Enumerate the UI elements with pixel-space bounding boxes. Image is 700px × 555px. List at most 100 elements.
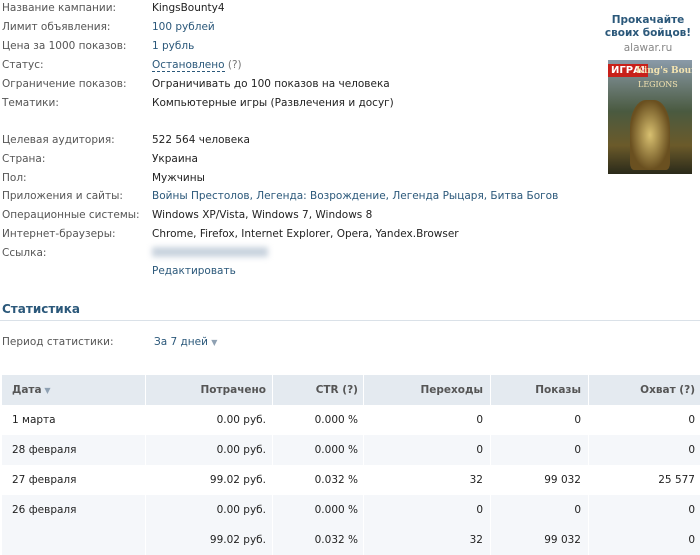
ad-image[interactable]: ИГРА! King's Bounty LEGIONS	[608, 60, 692, 174]
cell: 0.000 %	[314, 444, 358, 456]
field-value: Украина	[152, 153, 198, 165]
cell: 0.000 %	[314, 414, 358, 426]
field-label: Интернет-браузеры:	[2, 228, 116, 240]
column-separator	[490, 495, 491, 525]
field-value-text: 522 564 человека	[152, 134, 250, 146]
field-label: Страна:	[2, 153, 46, 165]
cell: 0.00 руб.	[216, 444, 266, 456]
edit-link[interactable]: Редактировать	[152, 265, 236, 277]
field-value-text: Компьютерные игры (Развлечения и досуг)	[152, 97, 394, 109]
field-value-text[interactable]: 1 рубль	[152, 40, 195, 52]
header-row: Дата ▼ Потрачено CTR (?) Переходы Показы Охва…	[2, 375, 700, 405]
period-value[interactable]: За 7 дней	[154, 336, 208, 348]
column-header[interactable]: Охват (?)	[640, 384, 695, 396]
cell: 0	[574, 444, 581, 456]
column-separator	[363, 525, 364, 555]
cell: 27 февраля	[12, 474, 77, 486]
data-row: 28 февраля 0.00 руб. 0.000 % 0 0 0	[2, 435, 700, 465]
field-value: Ограничивать до 100 показов на человека	[152, 78, 390, 90]
ad-title[interactable]: Прокачайте своих бойцов!	[596, 14, 700, 40]
cell: 32	[469, 474, 483, 486]
field-label: Лимит объявления:	[2, 21, 111, 33]
column-separator	[272, 435, 273, 465]
field-value[interactable]: Остановлено (?)	[152, 59, 242, 72]
field-value-text[interactable]: Войны Престолов, Легенда: Возрождение, Л…	[152, 190, 559, 202]
column-separator	[363, 435, 364, 465]
field-value[interactable]: 100 рублей	[152, 21, 215, 33]
field-value: Chrome, Firefox, Internet Explorer, Oper…	[152, 228, 459, 240]
stats-table: Дата ▼ Потрачено CTR (?) Переходы Показы Охва…	[2, 375, 700, 555]
field-label: Ссылка:	[2, 247, 47, 259]
field-value: Мужчины	[152, 172, 205, 184]
column-header[interactable]: Показы	[535, 384, 581, 396]
column-separator	[490, 525, 491, 555]
field-value: 522 564 человека	[152, 134, 250, 146]
field-value: Windows XP/Vista, Windows 7, Windows 8	[152, 209, 372, 221]
field-label: Ограничение показов:	[2, 78, 127, 90]
field-hint[interactable]: (?)	[227, 59, 242, 71]
column-separator	[145, 465, 146, 495]
field-value[interactable]: 1 рубль	[152, 40, 194, 52]
column-separator	[490, 465, 491, 495]
stats-title: Статистика	[2, 302, 80, 316]
column-header[interactable]: Переходы	[420, 384, 483, 396]
field-value-text[interactable]: Остановлено	[152, 59, 225, 72]
ad-image-title: King's Bounty	[636, 66, 692, 76]
column-separator	[588, 465, 589, 495]
cell: 99.02 руб.	[209, 474, 266, 486]
column-separator	[588, 375, 589, 405]
period-label: Период статистики:	[2, 336, 114, 348]
ad-title-text[interactable]: Прокачайте своих бойцов!	[604, 14, 692, 39]
cell: 0	[476, 414, 483, 426]
cell: 0.000 %	[314, 504, 358, 516]
field-value: KingsBounty4	[152, 2, 225, 14]
period-select[interactable]: За 7 дней ▼	[154, 336, 218, 348]
field-value-text: KingsBounty4	[152, 2, 225, 14]
field-value[interactable]: Войны Престолов, Легенда: Возрождение, Л…	[152, 190, 558, 202]
column-separator	[145, 525, 146, 555]
cell: 0	[574, 504, 581, 516]
column-separator	[363, 495, 364, 525]
field-value-text[interactable]: 100 рублей	[152, 21, 215, 33]
cell: 1 марта	[12, 414, 56, 426]
cell: 0.00 руб.	[216, 504, 266, 516]
column-separator	[490, 375, 491, 405]
field-label: Название кампании:	[2, 2, 117, 14]
column-separator	[490, 435, 491, 465]
field-value: Компьютерные игры (Развлечения и досуг)	[152, 97, 394, 109]
cell: 99 032	[544, 474, 581, 486]
field-value-text: Украина	[152, 153, 198, 165]
total-cell: 0.032 %	[314, 534, 358, 546]
total-cell: 99.02 руб.	[209, 534, 266, 546]
data-row: 27 февраля 99.02 руб. 0.032 % 32 99 032 25 57…	[2, 465, 700, 495]
column-separator	[145, 495, 146, 525]
column-separator	[272, 525, 273, 555]
data-row: 1 марта 0.00 руб. 0.000 % 0 0 0	[2, 405, 700, 435]
cell: 26 февраля	[12, 504, 77, 516]
field-label: Операционные системы:	[2, 209, 140, 221]
ad-image-subtitle: LEGIONS	[638, 80, 678, 89]
column-separator	[145, 435, 146, 465]
column-separator	[145, 375, 146, 405]
field-label: Пол:	[2, 172, 27, 184]
total-cell: 32	[469, 534, 483, 546]
blurred-link	[152, 247, 268, 257]
column-separator	[272, 375, 273, 405]
column-separator	[588, 525, 589, 555]
column-header[interactable]: CTR (?)	[315, 384, 358, 396]
ad-badge: ИГРА!	[608, 64, 649, 77]
column-separator	[272, 405, 273, 435]
field-label: Целевая аудитория:	[2, 134, 115, 146]
cell: 0	[688, 414, 695, 426]
column-separator	[272, 465, 273, 495]
cell: 28 февраля	[12, 444, 77, 456]
divider	[0, 320, 700, 321]
field-label: Статус:	[2, 59, 44, 71]
field-value-text: Chrome, Firefox, Internet Explorer, Oper…	[152, 228, 459, 240]
cell: 25 577	[658, 474, 695, 486]
column-header[interactable]: Дата ▼	[12, 384, 51, 396]
column-header[interactable]: Потрачено	[200, 384, 267, 396]
field-value-text: Ограничивать до 100 показов на человека	[152, 78, 390, 90]
ad-domain: alawar.ru	[623, 42, 673, 54]
